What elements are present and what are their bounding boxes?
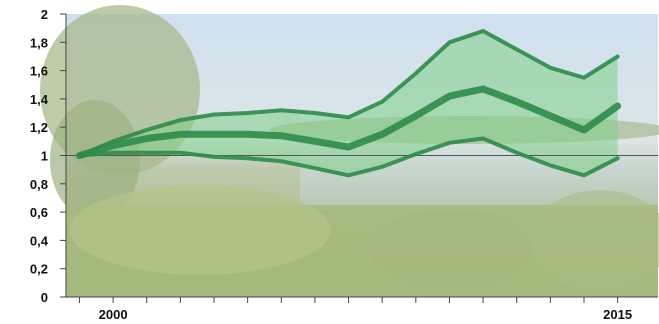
confidence-band: [79, 31, 618, 176]
y-tick-label: 0,8: [30, 177, 48, 192]
y-tick-label: 0,4: [30, 233, 49, 248]
y-tick-label: 1,4: [30, 92, 49, 107]
y-tick-label: 0: [41, 290, 48, 305]
y-tick-label: 2: [41, 7, 48, 22]
x-tick-label: 2015: [603, 307, 632, 322]
x-tick-label: 2000: [99, 307, 128, 322]
upper-bound-line: [77, 29, 620, 158]
y-tick-label: 0,6: [30, 205, 48, 220]
y-tick-label: 1: [41, 149, 48, 164]
y-tick-label: 1,8: [30, 35, 48, 50]
central-trend-line: [76, 85, 622, 159]
y-tick-label: 1,2: [30, 120, 48, 135]
lower-bound-line: [77, 136, 620, 178]
y-tick-label: 1,6: [30, 64, 48, 79]
y-tick-label: 0,2: [30, 262, 48, 277]
